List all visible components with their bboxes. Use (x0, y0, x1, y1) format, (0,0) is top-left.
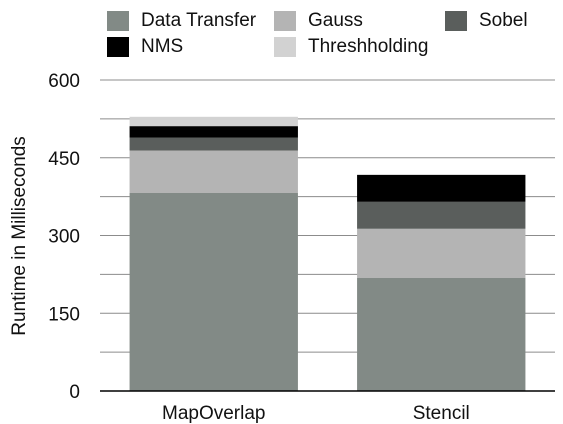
legend-swatch-nms (107, 37, 129, 57)
legend-label-data-transfer: Data Transfer (141, 10, 257, 31)
y-tick-label: 600 (48, 71, 80, 92)
bar-segment-sobel-mapoverlap (129, 137, 298, 151)
legend-item-nms: NMS (107, 36, 183, 58)
bar-segment-data-transfer-stencil (357, 278, 526, 391)
bar-segment-nms-stencil (357, 174, 526, 202)
y-tick-label: 0 (69, 382, 80, 403)
axes: 0 150 300 450 600 MapOverlap Stencil (48, 71, 555, 424)
legend: Data Transfer Gauss Sobel NMS Threshhold… (0, 0, 563, 60)
legend-item-sobel: Sobel (445, 10, 528, 32)
x-tick-label: MapOverlap (162, 403, 266, 424)
y-tick-label: 450 (48, 149, 80, 170)
bar-segment-gauss-stencil (357, 228, 526, 279)
legend-label-gauss: Gauss (308, 10, 363, 31)
legend-swatch-threshholding (274, 37, 296, 57)
legend-label-sobel: Sobel (479, 10, 528, 31)
legend-label-threshholding: Threshholding (308, 36, 429, 57)
legend-item-data-transfer: Data Transfer (107, 10, 256, 32)
bar-segment-gauss-mapoverlap (129, 150, 298, 193)
y-axis-label: Runtime in Milliseconds (9, 136, 30, 336)
bar-segment-nms-mapoverlap (129, 126, 298, 138)
legend-swatch-data-transfer (107, 11, 129, 31)
bars (129, 116, 526, 391)
bar-segment-sobel-stencil (357, 201, 526, 229)
y-tick-label: 300 (48, 227, 80, 248)
legend-label-nms: NMS (141, 36, 184, 57)
legend-swatch-sobel (445, 11, 467, 31)
bar-segment-threshholding-mapoverlap (129, 116, 298, 127)
legend-item-threshholding: Threshholding (274, 36, 428, 58)
legend-swatch-gauss (274, 11, 296, 31)
bar-segment-data-transfer-mapoverlap (129, 192, 298, 391)
x-tick-label: Stencil (413, 403, 470, 424)
y-tick-label: 150 (48, 304, 80, 325)
legend-item-gauss: Gauss (274, 10, 363, 32)
